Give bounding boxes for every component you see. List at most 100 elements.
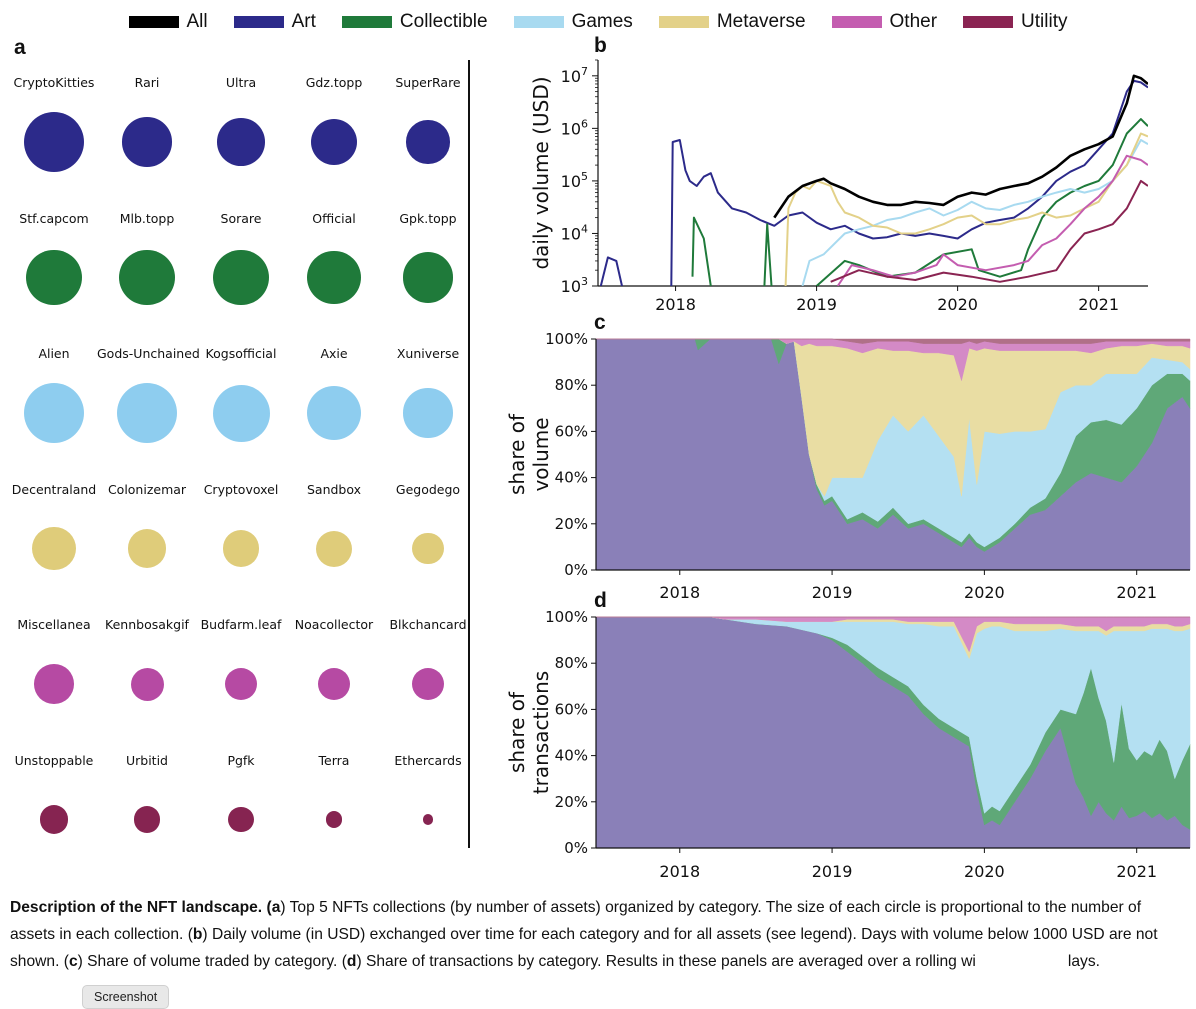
y-tick-label: 0% — [564, 561, 588, 579]
series-line-art — [599, 256, 623, 286]
collection-circle-xuniverse — [403, 388, 453, 438]
legend-label: Games — [571, 11, 633, 32]
collection-circle-ethercards — [422, 814, 434, 825]
legend-swatch — [128, 16, 179, 28]
collection-circle-alien — [24, 383, 84, 443]
y-tick-label: 60% — [555, 700, 588, 718]
x-tick-label: 2021 — [1116, 583, 1157, 600]
collection-label-cryptokitties: CryptoKitties — [13, 75, 95, 90]
collection-label-superrare: SuperRare — [395, 75, 461, 90]
collection-circle-urbitid — [133, 806, 161, 833]
y-tick-label: 106 — [561, 117, 588, 138]
panel-letter-a: a — [14, 36, 26, 59]
collection-label-kennbosakgif: Kennbosakgif — [105, 617, 189, 632]
collection-circle-axie — [307, 386, 361, 440]
x-tick-label: 2021 — [1116, 862, 1157, 881]
figure-caption: Description of the NFT landscape. (a) To… — [10, 894, 1188, 975]
collection-circle-budfarm-leaf — [224, 667, 258, 701]
screenshot-button[interactable]: Screenshot — [82, 985, 170, 1009]
collection-label-alien: Alien — [38, 346, 70, 361]
y-axis-label: share oftransactions — [505, 671, 553, 794]
x-tick-label: 2018 — [659, 583, 700, 600]
collection-label-gdz-topp: Gdz.topp — [305, 75, 363, 90]
collection-circle-gods-unchained — [117, 383, 177, 443]
collection-label-official: Official — [312, 210, 356, 226]
collection-label-terra: Terra — [318, 752, 350, 768]
legend-item-art: Art — [233, 11, 316, 33]
caption-title: Description of the NFT landscape. — [10, 899, 263, 916]
x-tick-label: 2019 — [812, 862, 853, 881]
collection-circle-pgfk — [228, 806, 254, 833]
collection-circle-noacollector — [317, 667, 351, 701]
collection-circle-official — [307, 250, 361, 305]
collection-circle-kennbosakgif — [130, 667, 164, 701]
legend-item-utility: Utility — [963, 11, 1068, 33]
legend-label: Utility — [1021, 11, 1068, 32]
series-line-collectible — [691, 216, 712, 286]
collection-circle-decentraland — [32, 526, 76, 571]
panel-letter-b: b — [594, 34, 607, 57]
x-tick-label: 2021 — [1078, 295, 1119, 314]
x-tick-label: 2020 — [964, 583, 1005, 600]
y-axis-label: share ofvolume — [505, 413, 553, 495]
y-tick-label: 20% — [555, 515, 588, 533]
collections-panel: CryptoKitties Rari Ultra Gdz.topp SuperRare S… — [0, 60, 470, 860]
y-tick-label: 80% — [555, 654, 588, 672]
caption-text: ) Share of volume traded by category. ( — [77, 953, 347, 970]
y-tick-label: 0% — [564, 839, 588, 857]
caption-text: ) Daily volume (in USD) exchanged over t… — [10, 926, 1158, 970]
collection-label-colonizemar: Colonizemar — [107, 481, 187, 497]
collection-label-miscellanea: Miscellanea — [17, 617, 91, 632]
y-tick-label: 100% — [545, 330, 588, 348]
legend-swatch — [658, 16, 709, 28]
collection-circle-blkchancard — [411, 667, 445, 701]
legend-swatch — [963, 16, 1014, 28]
caption-text: lays. — [1067, 953, 1100, 970]
y-tick-label: 107 — [561, 65, 588, 86]
collection-label-sandbox: Sandbox — [306, 481, 362, 497]
collection-circle-gegodego — [412, 532, 444, 565]
x-tick-label: 2019 — [796, 295, 837, 314]
x-tick-label: 2020 — [964, 862, 1005, 881]
legend-label: All — [186, 11, 208, 32]
legend-swatch — [341, 16, 392, 28]
caption-text: ) Share of transactions by category. Res… — [356, 953, 976, 970]
collection-circle-cryptovoxel — [222, 530, 260, 567]
collection-circle-sorare — [213, 249, 269, 306]
collection-circle-kogsofficial — [212, 384, 270, 442]
collection-circle-colonizemar — [127, 529, 167, 568]
y-tick-label: 40% — [555, 747, 588, 765]
collection-label-stf-capcom: Stf.capcom — [19, 210, 89, 226]
legend-item-metaverse: Metaverse — [658, 11, 806, 33]
caption-panel-ref: c — [68, 953, 78, 970]
legend-item-other: Other — [831, 11, 938, 33]
y-tick-label: 105 — [561, 170, 588, 191]
collection-label-sorare: Sorare — [220, 210, 262, 226]
collection-label-unstoppable: Unstoppable — [14, 752, 94, 768]
collection-label-pgfk: Pgfk — [227, 752, 255, 768]
caption-panel-ref: d — [346, 953, 357, 970]
collection-label-cryptovoxel: Cryptovoxel — [203, 481, 279, 497]
legend-label: Other — [889, 11, 938, 32]
y-axis-label: daily volume (USD) — [529, 76, 553, 269]
y-tick-label: 40% — [555, 469, 588, 487]
x-tick-label: 2020 — [937, 295, 978, 314]
collection-label-gegodego: Gegodego — [395, 481, 461, 497]
collection-label-ethercards: Ethercards — [394, 752, 462, 768]
panel-letter-d: d — [594, 589, 607, 612]
collection-circle-gdz-topp — [310, 118, 358, 166]
y-tick-label: 60% — [555, 422, 588, 440]
collection-label-gods-unchained: Gods-Unchained — [97, 346, 200, 361]
daily-volume-chart: 103 104 105 106 107 2018 2019 2020 2021 daily vol… — [529, 59, 1148, 314]
collection-label-budfarm-leaf: Budfarm.leaf — [200, 617, 282, 632]
x-tick-label: 2018 — [655, 295, 696, 314]
legend-label: Collectible — [399, 11, 488, 32]
collection-label-urbitid: Urbitid — [125, 752, 168, 768]
collection-label-ultra: Ultra — [225, 75, 257, 90]
y-tick-label: 20% — [555, 793, 588, 811]
legend-item-all: All — [128, 11, 208, 33]
share-of-transactions-chart: 0% 20% 40% 60% 80% 100% 2018 2019 2020 2021 share … — [505, 608, 1191, 881]
collection-circle-miscellanea — [34, 664, 74, 704]
legend-label: Art — [291, 11, 316, 32]
legend-item-games: Games — [513, 11, 633, 33]
